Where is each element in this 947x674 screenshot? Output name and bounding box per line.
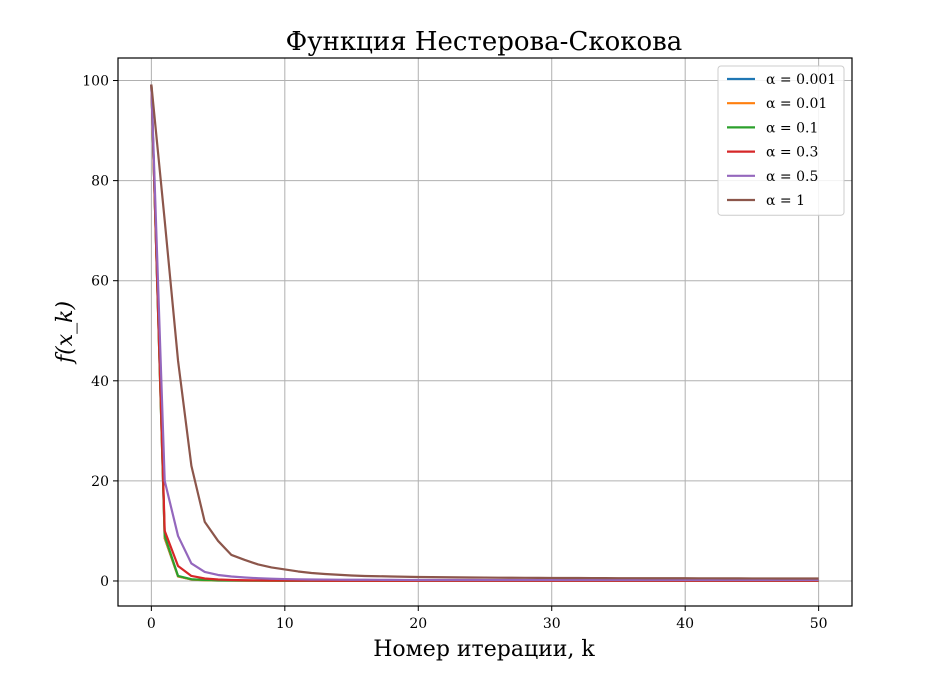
legend-entry: α = 0.001 bbox=[766, 72, 836, 88]
x-tick-label: 20 bbox=[409, 616, 427, 632]
legend-entry: α = 0.5 bbox=[766, 169, 818, 185]
x-tick-label: 10 bbox=[276, 616, 294, 632]
legend-entry: α = 0.3 bbox=[766, 145, 818, 161]
x-axis: 0 10 20 30 40 50 bbox=[147, 606, 828, 632]
x-tick-label: 0 bbox=[147, 616, 156, 632]
x-tick-label: 30 bbox=[543, 616, 561, 632]
legend-entry: α = 0.1 bbox=[766, 120, 818, 136]
y-tick-label: 20 bbox=[91, 474, 109, 490]
legend: α = 0.001 α = 0.01 α = 0.1 α = 0.3 α = 0.5 α … bbox=[717, 65, 845, 216]
x-tick-label: 50 bbox=[810, 616, 828, 632]
y-axis-label: f(x_k) bbox=[53, 301, 78, 365]
x-tick-label: 40 bbox=[676, 616, 694, 632]
plot-frame bbox=[117, 57, 853, 607]
y-tick-label: 40 bbox=[91, 374, 109, 390]
y-axis: 0 20 40 60 80 100 bbox=[82, 74, 118, 590]
x-axis-label: Номер итерации, k bbox=[373, 637, 595, 662]
y-tick-label: 80 bbox=[91, 174, 109, 190]
series-line-5 bbox=[150, 84, 819, 580]
series-layer bbox=[150, 84, 819, 582]
series-line-4 bbox=[150, 84, 819, 582]
legend-entry: α = 1 bbox=[766, 193, 805, 209]
y-tick-label: 0 bbox=[100, 574, 109, 590]
y-tick-label: 60 bbox=[91, 274, 109, 290]
chart-title: Функция Нестерова-Скокова bbox=[286, 27, 683, 57]
legend-entry: α = 0.01 bbox=[766, 96, 827, 112]
y-tick-label: 100 bbox=[82, 74, 109, 90]
